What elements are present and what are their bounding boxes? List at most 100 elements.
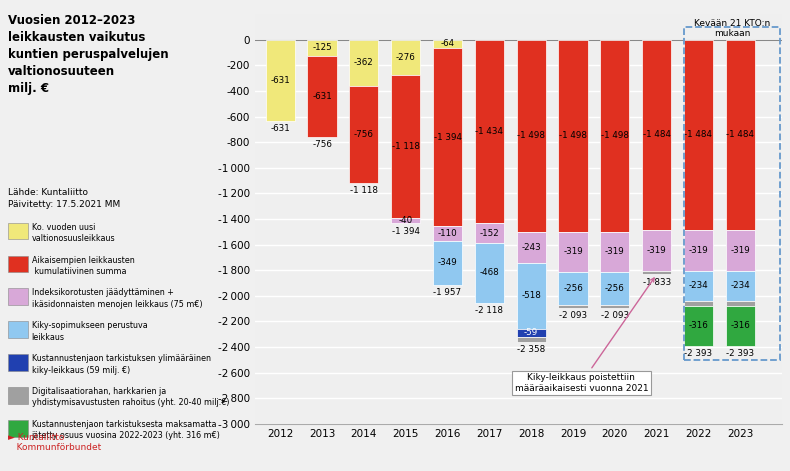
Bar xyxy=(391,40,420,75)
Text: -319: -319 xyxy=(689,246,709,255)
Bar xyxy=(726,300,755,306)
Bar xyxy=(517,337,546,341)
Text: -2 118: -2 118 xyxy=(476,306,503,315)
Text: -2 393: -2 393 xyxy=(684,349,713,358)
Bar xyxy=(642,230,672,271)
Text: -349: -349 xyxy=(438,259,457,268)
Bar xyxy=(726,271,755,300)
Bar xyxy=(433,227,462,241)
Bar xyxy=(726,40,755,230)
Text: Kustannustenjaon tarkistuksesta maksamatta
jätetty osuus vuosina 2022-2023 (yht.: Kustannustenjaon tarkistuksesta maksamat… xyxy=(32,421,220,440)
Bar xyxy=(559,40,588,232)
Text: Kiky-sopimukseen perustuva
leikkaus: Kiky-sopimukseen perustuva leikkaus xyxy=(32,322,148,341)
Text: -1 118: -1 118 xyxy=(392,142,419,151)
Text: -1 394: -1 394 xyxy=(434,133,461,142)
Bar xyxy=(349,40,378,86)
Bar xyxy=(475,40,504,223)
Text: -1 118: -1 118 xyxy=(350,186,378,195)
Bar xyxy=(559,305,588,308)
Bar xyxy=(307,40,337,56)
Text: -256: -256 xyxy=(563,284,583,293)
Text: Ko. vuoden uusi
valtionosuusleikkaus: Ko. vuoden uusi valtionosuusleikkaus xyxy=(32,223,115,243)
Text: -110: -110 xyxy=(438,229,457,238)
Text: -152: -152 xyxy=(480,228,499,237)
Text: -1 484: -1 484 xyxy=(684,130,713,139)
Text: -59: -59 xyxy=(524,328,538,337)
Text: Kustannustenjaon tarkistuksen ylimääräinen
kiky-leikkaus (59 milj. €): Kustannustenjaon tarkistuksen ylimääräin… xyxy=(32,354,211,374)
Text: -64: -64 xyxy=(441,40,454,49)
Text: -2 093: -2 093 xyxy=(600,311,629,320)
Text: -756: -756 xyxy=(312,140,332,149)
Text: Kiky-leikkaus poistettiin
määräaikaisesti vuonna 2021: Kiky-leikkaus poistettiin määräaikaisest… xyxy=(514,278,654,393)
Text: ► Kuntaliitto
   Kommunförbundet: ► Kuntaliitto Kommunförbundet xyxy=(8,433,101,452)
Text: -1 394: -1 394 xyxy=(392,227,419,236)
Bar xyxy=(517,329,546,337)
Text: -468: -468 xyxy=(480,268,499,277)
Bar xyxy=(726,230,755,271)
Bar xyxy=(642,271,672,275)
Text: -1 498: -1 498 xyxy=(601,131,629,140)
Bar xyxy=(684,300,713,306)
Text: -256: -256 xyxy=(605,284,625,293)
Bar xyxy=(349,86,378,183)
Bar xyxy=(600,232,630,272)
Text: Vuosien 2012–2023
leikkausten vaikutus
kuntien peruspalvelujen
valtionosuuteen
m: Vuosien 2012–2023 leikkausten vaikutus k… xyxy=(8,14,168,95)
Text: -125: -125 xyxy=(312,43,332,52)
Bar xyxy=(391,75,420,218)
Text: -243: -243 xyxy=(521,243,541,252)
Text: Kevään 21 KTO:n
mukaan: Kevään 21 KTO:n mukaan xyxy=(694,19,770,38)
Bar xyxy=(433,48,462,227)
Text: -319: -319 xyxy=(563,247,583,257)
Bar xyxy=(600,272,630,305)
Text: -631: -631 xyxy=(270,124,290,133)
Bar xyxy=(600,40,630,232)
Bar xyxy=(600,305,630,308)
Text: -234: -234 xyxy=(689,281,709,290)
Bar xyxy=(684,40,713,230)
Text: -276: -276 xyxy=(396,53,416,62)
Text: -1 484: -1 484 xyxy=(726,130,754,139)
Bar xyxy=(475,223,504,243)
Bar xyxy=(475,243,504,303)
Text: -631: -631 xyxy=(312,92,332,101)
Bar xyxy=(684,271,713,300)
Text: -1 434: -1 434 xyxy=(476,127,503,136)
Bar xyxy=(517,263,546,329)
Text: -631: -631 xyxy=(270,76,290,85)
Text: Aikaisempien leikkausten
 kumulatiivinen summa: Aikaisempien leikkausten kumulatiivinen … xyxy=(32,255,134,276)
Text: -2 393: -2 393 xyxy=(726,349,754,358)
Text: -756: -756 xyxy=(354,130,374,139)
Text: Digitalisaatiorahan, harkkarien ja
yhdistymisavustusten rahoitus (yht. 20-40 mil: Digitalisaatiorahan, harkkarien ja yhdis… xyxy=(32,387,229,407)
Bar xyxy=(307,56,337,137)
Text: -362: -362 xyxy=(354,58,374,67)
Text: -316: -316 xyxy=(731,321,750,331)
Text: -2 358: -2 358 xyxy=(517,345,545,354)
Bar xyxy=(642,40,672,230)
Bar xyxy=(265,40,295,121)
Bar xyxy=(559,232,588,272)
Text: Indeksikorotusten jäädyttäminen +
ikäsidonnaisten menojen leikkaus (75 m€): Indeksikorotusten jäädyttäminen + ikäsid… xyxy=(32,288,202,309)
Text: -234: -234 xyxy=(731,281,750,290)
Bar xyxy=(433,241,462,285)
Text: Lähde: Kuntaliitto
Päivitetty: 17.5.2021 MM: Lähde: Kuntaliitto Päivitetty: 17.5.2021… xyxy=(8,188,120,209)
Bar xyxy=(517,40,546,232)
Text: -319: -319 xyxy=(605,247,625,257)
Text: -40: -40 xyxy=(398,216,413,225)
Text: -1 498: -1 498 xyxy=(559,131,587,140)
Text: -2 093: -2 093 xyxy=(559,311,587,320)
Text: -1 957: -1 957 xyxy=(434,288,461,297)
Text: -1 498: -1 498 xyxy=(517,131,545,140)
Bar xyxy=(684,27,780,360)
Text: -319: -319 xyxy=(731,246,750,255)
Text: -518: -518 xyxy=(521,292,541,300)
Bar xyxy=(391,218,420,223)
Text: -1 833: -1 833 xyxy=(642,278,671,287)
Bar xyxy=(684,306,713,346)
Bar xyxy=(726,306,755,346)
Bar xyxy=(684,230,713,271)
Bar xyxy=(433,40,462,48)
Bar xyxy=(559,272,588,305)
Text: -316: -316 xyxy=(689,321,709,331)
Bar xyxy=(517,232,546,263)
Text: -319: -319 xyxy=(647,246,667,255)
